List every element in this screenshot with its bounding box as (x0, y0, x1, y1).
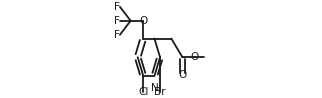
Text: F: F (114, 30, 120, 40)
Text: F: F (114, 16, 120, 26)
Text: N: N (151, 83, 158, 93)
Text: F: F (114, 2, 120, 12)
Text: Br: Br (154, 87, 166, 97)
Text: Cl: Cl (138, 87, 148, 97)
Text: O: O (178, 70, 187, 80)
Text: O: O (191, 52, 199, 62)
Text: O: O (139, 16, 147, 26)
